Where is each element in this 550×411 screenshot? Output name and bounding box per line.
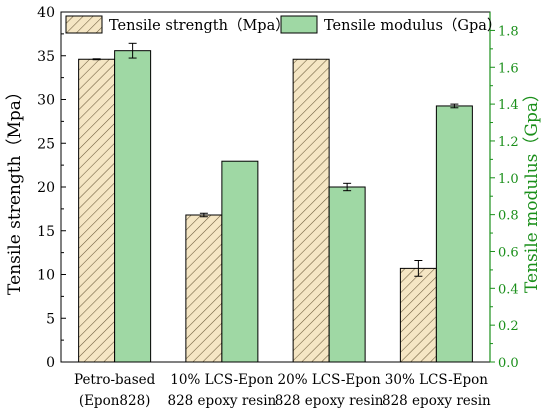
legend-label: Tensile strength（Mpa） <box>109 17 290 34</box>
y-left-tick-label: 35 <box>37 49 55 65</box>
x-tick-label: 30% LCS-Epon <box>385 372 489 388</box>
legend-label: Tensile modulus（Gpa） <box>324 17 501 34</box>
x-tick-label: (Epon828) <box>79 393 151 409</box>
x-tick-label: 828 epoxy resin <box>168 393 277 409</box>
y-right-tick-label: 0.0 <box>498 356 519 371</box>
y-right-tick-label: 1.6 <box>498 61 519 76</box>
y-right-tick-label: 0.4 <box>498 282 519 297</box>
legend-swatch-modulus <box>280 15 318 34</box>
x-tick-label: 20% LCS-Epon <box>278 372 382 388</box>
legend-swatch-strength <box>65 15 103 34</box>
y-left-tick-label: 20 <box>37 180 55 196</box>
y-left-tick-label: 25 <box>37 136 55 152</box>
y-right-tick-label: 1.8 <box>498 24 519 39</box>
bar-tensile-strength <box>292 58 330 363</box>
bar-tensile-modulus <box>435 105 473 363</box>
y-left-axis-label: Tensile strength（Mpa） <box>5 83 25 295</box>
x-tick-label: 828 epoxy resin <box>275 393 384 409</box>
y-right-tick-label: 1.2 <box>498 135 519 150</box>
y-right-tick-label: 0.8 <box>498 209 519 224</box>
y-left-tick-label: 15 <box>37 224 55 240</box>
y-right-tick-label: 1.4 <box>498 98 519 113</box>
bar-tensile-strength <box>399 267 437 363</box>
y-left-tick-label: 30 <box>37 93 55 109</box>
y-right-tick-label: 1.0 <box>498 172 519 187</box>
y-left-tick-label: 10 <box>37 268 55 284</box>
x-axis-labels: Petro-based(Epon828)10% LCS-Epon828 epox… <box>74 372 491 409</box>
x-tick-label: Petro-based <box>74 372 156 388</box>
bars-layer <box>78 50 473 363</box>
left-axis: 0 5 10 15 20 25 30 35 40 <box>37 5 66 371</box>
x-tick-label: 828 epoxy resin <box>382 393 491 409</box>
y-left-tick-label: 5 <box>46 311 55 327</box>
errorbars-layer <box>92 42 459 277</box>
bar-tensile-modulus <box>221 160 259 363</box>
bar-tensile-modulus <box>114 50 152 363</box>
bar-tensile-strength <box>185 214 223 363</box>
y-left-tick-label: 40 <box>37 5 55 21</box>
legend: Tensile strength（Mpa） Tensile modulus（Gpa… <box>65 15 501 34</box>
y-left-tick-label: 0 <box>46 355 55 371</box>
y-right-axis-label: Tensile modulus（Gpa） <box>522 85 542 293</box>
y-right-tick-label: 0.2 <box>498 319 519 334</box>
x-tick-label: 10% LCS-Epon <box>170 372 274 388</box>
y-right-tick-label: 0.6 <box>498 245 519 260</box>
right-axis: 0.0 0.2 0.4 0.6 0.8 1.0 1.2 1.4 1.6 1.8 <box>490 24 519 371</box>
bar-tensile-modulus <box>328 186 366 363</box>
bar-tensile-strength <box>78 58 116 363</box>
